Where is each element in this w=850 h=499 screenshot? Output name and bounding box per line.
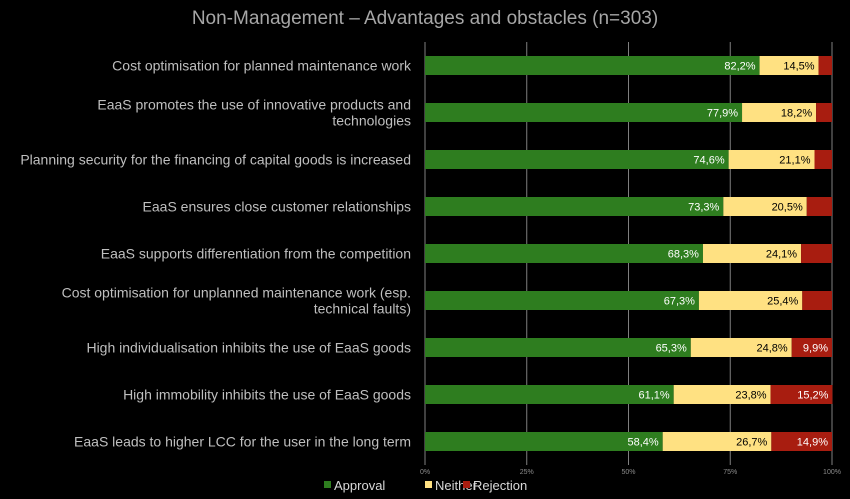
bar-neither — [673, 385, 771, 404]
data-label: 15,2% — [797, 390, 828, 402]
category-labels: Cost optimisation for planned maintenanc… — [20, 58, 412, 450]
data-label: 82,2% — [724, 61, 755, 73]
bar-rejection — [814, 150, 832, 169]
bar-neither — [723, 197, 807, 216]
bar-neither — [728, 150, 815, 169]
x-axis-ticks: 0% 25% 50% 75% 100% — [420, 469, 841, 476]
data-label: 77,9% — [707, 108, 738, 120]
x-tick-label: 100% — [823, 469, 841, 476]
bar-approval — [425, 338, 691, 357]
data-label: 74,6% — [693, 155, 724, 167]
data-label: 23,8% — [735, 390, 766, 402]
bar-neither — [742, 103, 817, 122]
category-label: Cost optimisation for unplanned maintena… — [62, 285, 411, 301]
data-label: 68,3% — [668, 249, 699, 261]
data-label: 65,3% — [656, 343, 687, 355]
data-label: 21,1% — [779, 155, 810, 167]
data-label: 25,4% — [767, 296, 798, 308]
data-label: 61,1% — [638, 390, 669, 402]
data-label: 24,8% — [757, 343, 788, 355]
category-label: EaaS leads to higher LCC for the user in… — [74, 434, 411, 450]
category-label: EaaS ensures close customer relationship… — [143, 199, 411, 215]
bar-neither — [662, 432, 772, 451]
legend-label: Neither — [435, 478, 478, 493]
data-label: 14,9% — [797, 437, 828, 449]
category-label: Planning security for the financing of c… — [20, 152, 411, 168]
category-label: technologies — [332, 113, 411, 129]
bar-approval — [425, 385, 674, 404]
data-label: 73,3% — [688, 202, 719, 214]
bar-neither — [759, 56, 819, 75]
bar-neither — [690, 338, 792, 357]
bar-rejection — [771, 432, 832, 451]
data-label: 26,7% — [736, 437, 767, 449]
category-label: Cost optimisation for planned maintenanc… — [112, 58, 412, 74]
bar-rejection — [818, 56, 832, 75]
bar-rejection — [806, 197, 832, 216]
bar-rejection — [802, 291, 832, 310]
legend-label: Rejection — [473, 478, 527, 493]
x-tick-label: 75% — [723, 469, 737, 476]
legend-swatch — [425, 481, 432, 488]
bar-rejection — [770, 385, 833, 404]
bar-approval — [425, 432, 663, 451]
x-tick-label: 25% — [520, 469, 534, 476]
bar-rejection — [816, 103, 832, 122]
bar-approval — [425, 150, 729, 169]
data-label: 20,5% — [772, 202, 803, 214]
data-label: 58,4% — [627, 437, 658, 449]
x-tick-label: 50% — [621, 469, 635, 476]
data-label: 9,9% — [803, 343, 828, 355]
bar-neither — [698, 291, 803, 310]
chart-title: Non-Management – Advantages and obstacle… — [192, 8, 658, 29]
legend-swatch — [324, 481, 331, 488]
data-label: 14,5% — [783, 61, 814, 73]
data-label: 24,1% — [766, 249, 797, 261]
bar-rejection — [791, 338, 832, 357]
bar-approval — [425, 244, 703, 263]
category-label: technical faults) — [314, 301, 411, 317]
category-label: EaaS promotes the use of innovative prod… — [97, 97, 411, 113]
legend-swatch — [463, 481, 470, 488]
x-tick-label: 0% — [420, 469, 430, 476]
category-label: High immobility inhibits the use of EaaS… — [123, 387, 411, 403]
bar-neither — [702, 244, 802, 263]
bar-approval — [425, 56, 760, 75]
category-label: High individualisation inhibits the use … — [86, 340, 411, 356]
bar-approval — [425, 197, 724, 216]
legend-label: Approval — [334, 478, 385, 493]
data-label: 67,3% — [664, 296, 695, 308]
category-label: EaaS supports differentiation from the c… — [101, 246, 411, 262]
bar-rejection — [801, 244, 832, 263]
bars: 82,2% 14,5% 77,9% 18,2% 74,6% 21,1% 73,3% 20,5%… — [425, 56, 833, 451]
data-label: 18,2% — [781, 108, 812, 120]
bar-approval — [425, 291, 699, 310]
bar-approval — [425, 103, 743, 122]
